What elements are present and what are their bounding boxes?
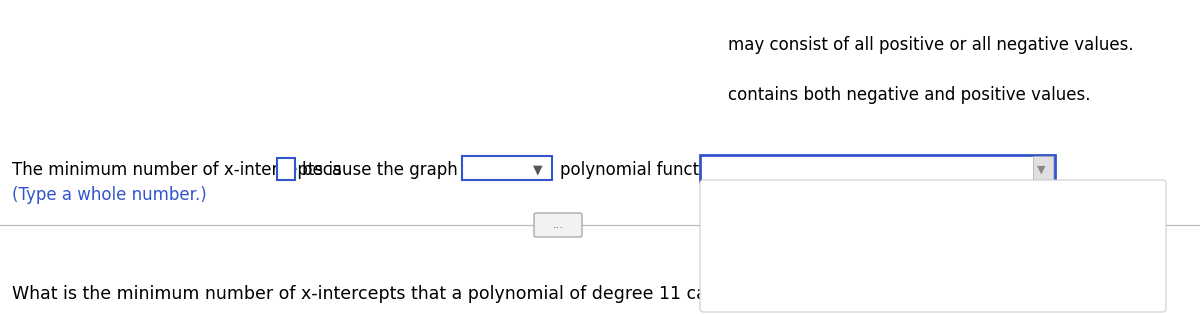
FancyBboxPatch shape xyxy=(462,156,552,180)
Text: ▼: ▼ xyxy=(1037,165,1045,175)
Text: may consist of all positive or all negative values.: may consist of all positive or all negat… xyxy=(728,36,1134,54)
Text: ...: ... xyxy=(552,220,564,230)
Text: ▼: ▼ xyxy=(533,164,542,176)
FancyBboxPatch shape xyxy=(277,158,295,180)
FancyBboxPatch shape xyxy=(1033,156,1054,180)
Text: contains both negative and positive values.: contains both negative and positive valu… xyxy=(728,86,1091,104)
Text: polynomial function: polynomial function xyxy=(560,161,725,179)
FancyBboxPatch shape xyxy=(534,213,582,237)
Text: because the graph of an: because the graph of an xyxy=(302,161,505,179)
FancyBboxPatch shape xyxy=(700,155,1055,181)
Text: The minimum number of x-intercepts is: The minimum number of x-intercepts is xyxy=(12,161,342,179)
FancyBboxPatch shape xyxy=(700,180,1166,312)
Text: (Type a whole number.): (Type a whole number.) xyxy=(12,186,206,204)
Text: What is the minimum number of x-intercepts that a polynomial of degree 11 can ha: What is the minimum number of x-intercep… xyxy=(12,285,850,303)
